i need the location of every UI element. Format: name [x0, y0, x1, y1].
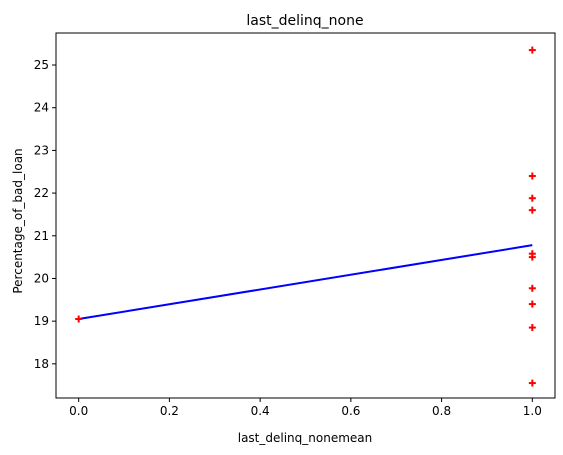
scatter-point — [528, 300, 536, 308]
y-tick-label: 22 — [34, 186, 49, 200]
plot-area — [75, 46, 536, 387]
scatter-point — [528, 172, 536, 180]
x-tick-label: 0.2 — [160, 404, 179, 418]
y-tick-label: 23 — [34, 143, 49, 157]
x-tick-label: 0.0 — [69, 404, 88, 418]
y-tick-label: 19 — [34, 314, 49, 328]
fit-line — [78, 244, 533, 321]
x-tick-label: 1.0 — [523, 404, 542, 418]
scatter-point — [528, 46, 536, 54]
y-tick-label: 20 — [34, 271, 49, 285]
y-tick-label: 24 — [34, 101, 49, 115]
scatter-point — [528, 194, 536, 202]
x-tick-label: 0.8 — [432, 404, 451, 418]
x-axis-label: last_delinq_nonemean — [238, 431, 373, 445]
y-tick-label: 18 — [34, 357, 49, 371]
y-tick-label: 21 — [34, 229, 49, 243]
x-tick-label: 0.6 — [341, 404, 360, 418]
axes-frame — [55, 32, 556, 399]
y-axis-label: Percentage_of_bad_loan — [11, 148, 25, 293]
y-axis: 18 19 20 21 22 23 24 25 — [34, 58, 56, 371]
scatter-point — [528, 284, 536, 292]
x-tick-label: 0.4 — [251, 404, 270, 418]
scatter-point — [528, 324, 536, 332]
y-tick-label: 25 — [34, 58, 49, 72]
x-axis: 0.0 0.2 0.4 0.6 0.8 1.0 — [69, 398, 542, 418]
scatter-point — [528, 253, 536, 261]
chart-title: last_delinq_none — [246, 13, 363, 29]
scatter-point — [528, 379, 536, 387]
scatter-point — [75, 315, 83, 323]
scatter-point — [528, 206, 536, 214]
